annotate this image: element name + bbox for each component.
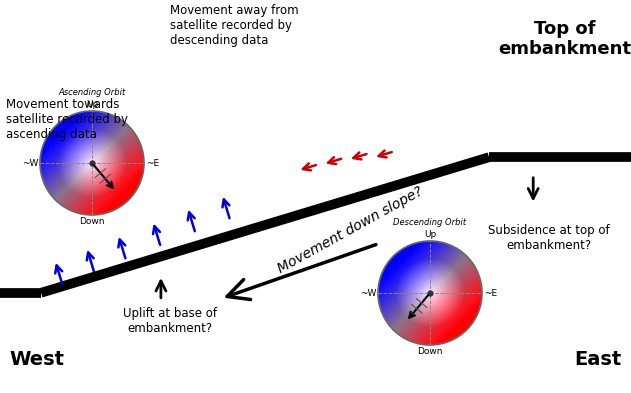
- Text: Up: Up: [86, 100, 98, 109]
- Text: Movement towards
satellite recorded by
ascending data: Movement towards satellite recorded by a…: [6, 98, 128, 141]
- Text: Down: Down: [417, 347, 443, 356]
- Text: Descending Orbit: Descending Orbit: [394, 218, 466, 227]
- Text: ~W: ~W: [360, 288, 376, 298]
- Text: Ascending Orbit: Ascending Orbit: [59, 88, 126, 97]
- Text: ~W: ~W: [21, 158, 38, 167]
- Text: ~E: ~E: [146, 158, 159, 167]
- Text: Up: Up: [424, 230, 436, 239]
- Text: Movement down slope?: Movement down slope?: [275, 184, 425, 276]
- Text: Down: Down: [80, 217, 105, 226]
- Text: Top of
embankment: Top of embankment: [498, 20, 631, 59]
- Text: East: East: [574, 351, 622, 369]
- Text: Uplift at base of
embankment?: Uplift at base of embankment?: [124, 307, 217, 334]
- Text: Movement away from
satellite recorded by
descending data: Movement away from satellite recorded by…: [170, 4, 299, 47]
- Text: Subsidence at top of
embankment?: Subsidence at top of embankment?: [488, 224, 610, 252]
- Text: West: West: [9, 351, 64, 369]
- Text: ~E: ~E: [484, 288, 497, 298]
